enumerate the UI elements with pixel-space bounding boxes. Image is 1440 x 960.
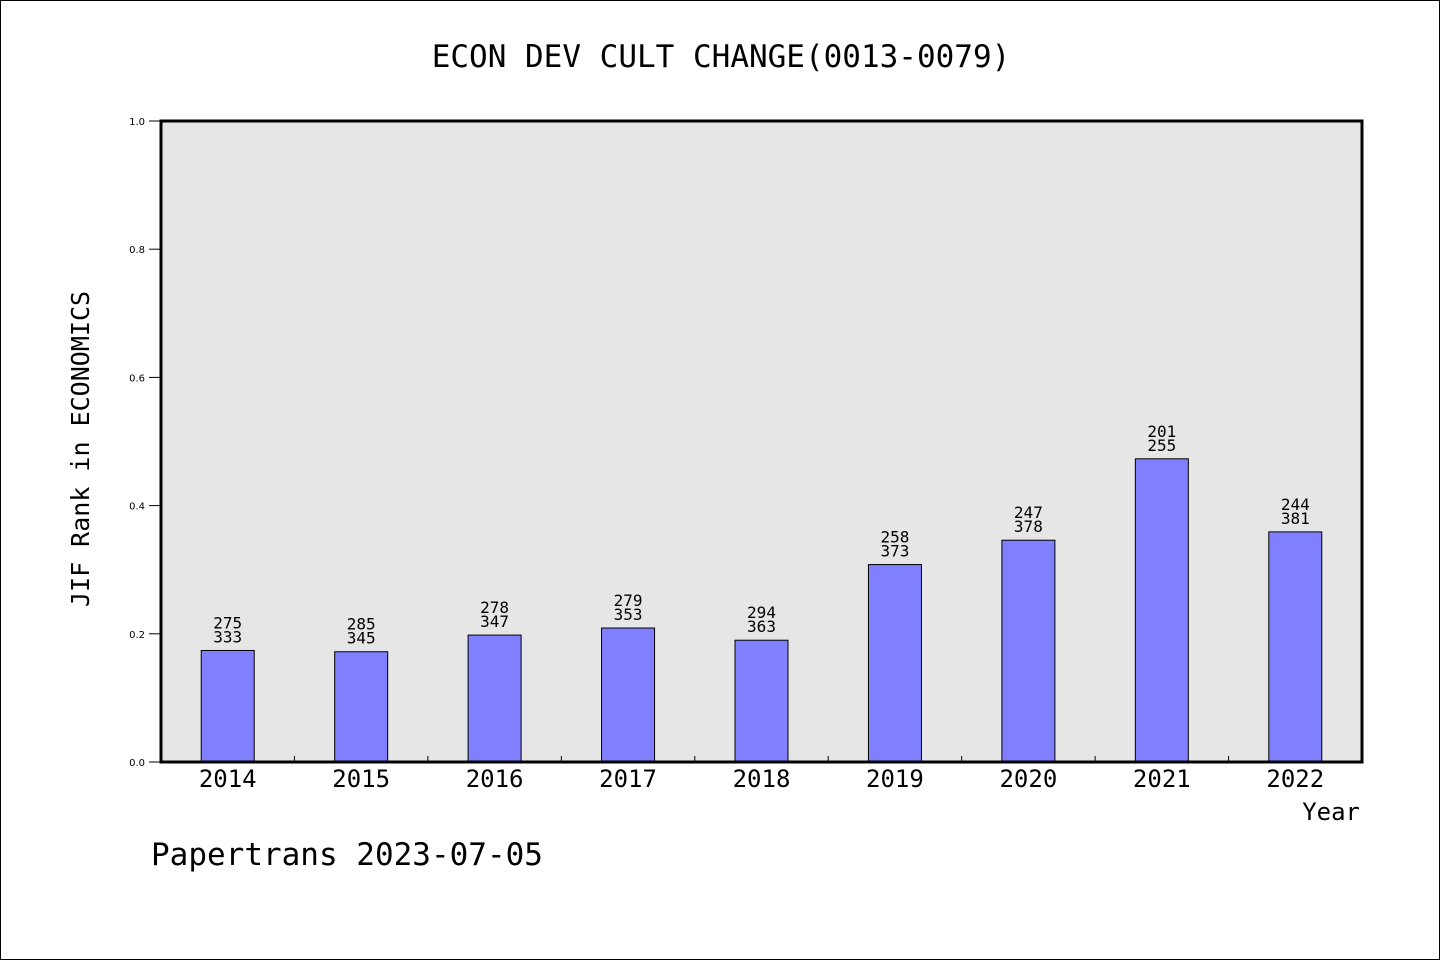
bar-label-2017-2: 353 xyxy=(614,605,643,624)
y-axis-label: JIF Rank in ECONOMICS xyxy=(66,291,95,607)
bar-2016 xyxy=(467,634,522,763)
bar-label-2018-2: 363 xyxy=(747,617,776,636)
bar-label-2016-2: 347 xyxy=(480,612,509,631)
x-tick-label-2015: 2015 xyxy=(332,765,390,793)
y-tick-label-0.8: 0.8 xyxy=(129,245,145,256)
bar-2022 xyxy=(1268,531,1323,763)
y-tick-label-0.4: 0.4 xyxy=(129,502,145,513)
bar-label-2015-1: 285 xyxy=(347,615,376,634)
bar-label-2022-2: 381 xyxy=(1281,509,1310,528)
bar-label-2019-1: 258 xyxy=(880,528,909,547)
x-tick-label-2014: 2014 xyxy=(199,765,257,793)
bar-2017 xyxy=(601,627,656,763)
bar-label-2022-1: 244 xyxy=(1281,495,1310,514)
x-tick-label-2019: 2019 xyxy=(866,765,924,793)
chart-title: ECON DEV CULT CHANGE(0013-0079) xyxy=(432,39,1011,75)
bar-label-2016-1: 278 xyxy=(480,598,509,617)
bar-label-2015-2: 345 xyxy=(347,629,376,648)
x-axis-ticks: 2014 2015 2016 2017 2018 2019 2020 2021 2022 xyxy=(199,756,1324,793)
bar-label-2017-1: 279 xyxy=(614,591,643,610)
bar-label-2018-1: 294 xyxy=(747,603,776,622)
footer-credit: Papertrans 2023-07-05 xyxy=(151,837,543,873)
x-tick-label-2021: 2021 xyxy=(1133,765,1191,793)
bar-2014 xyxy=(200,649,255,763)
y-tick-label-0.2: 0.2 xyxy=(129,630,145,641)
x-tick-label-2018: 2018 xyxy=(733,765,791,793)
x-tick-label-2022: 2022 xyxy=(1266,765,1324,793)
bar-label-2021-2: 255 xyxy=(1147,436,1176,455)
bar-2015 xyxy=(334,651,389,763)
bar-label-2019-2: 373 xyxy=(880,542,909,561)
bar-label-2020-2: 378 xyxy=(1014,517,1043,536)
bar-label-2014-1: 275 xyxy=(213,613,242,632)
x-tick-label-2020: 2020 xyxy=(999,765,1057,793)
y-tick-label-0.6: 0.6 xyxy=(129,373,145,384)
y-tick-label-1.0: 1.0 xyxy=(129,117,145,128)
bar-label-2014-2: 333 xyxy=(213,627,242,646)
bar-2021 xyxy=(1134,458,1189,763)
bar-2019 xyxy=(867,564,922,763)
bar-label-2020-1: 247 xyxy=(1014,503,1043,522)
y-axis-ticks: 0.0 0.2 0.4 0.6 0.8 1.0 xyxy=(129,117,161,769)
bar-2020 xyxy=(1001,539,1056,763)
bars-layer xyxy=(200,458,1323,763)
bar-2018 xyxy=(734,639,789,763)
plot-border xyxy=(159,119,1364,764)
bar-label-2021-1: 201 xyxy=(1147,422,1176,441)
x-axis-label: Year xyxy=(1302,798,1360,826)
y-tick-label-0.0: 0.0 xyxy=(129,758,145,769)
x-tick-label-2016: 2016 xyxy=(466,765,524,793)
x-tick-label-2017: 2017 xyxy=(599,765,657,793)
